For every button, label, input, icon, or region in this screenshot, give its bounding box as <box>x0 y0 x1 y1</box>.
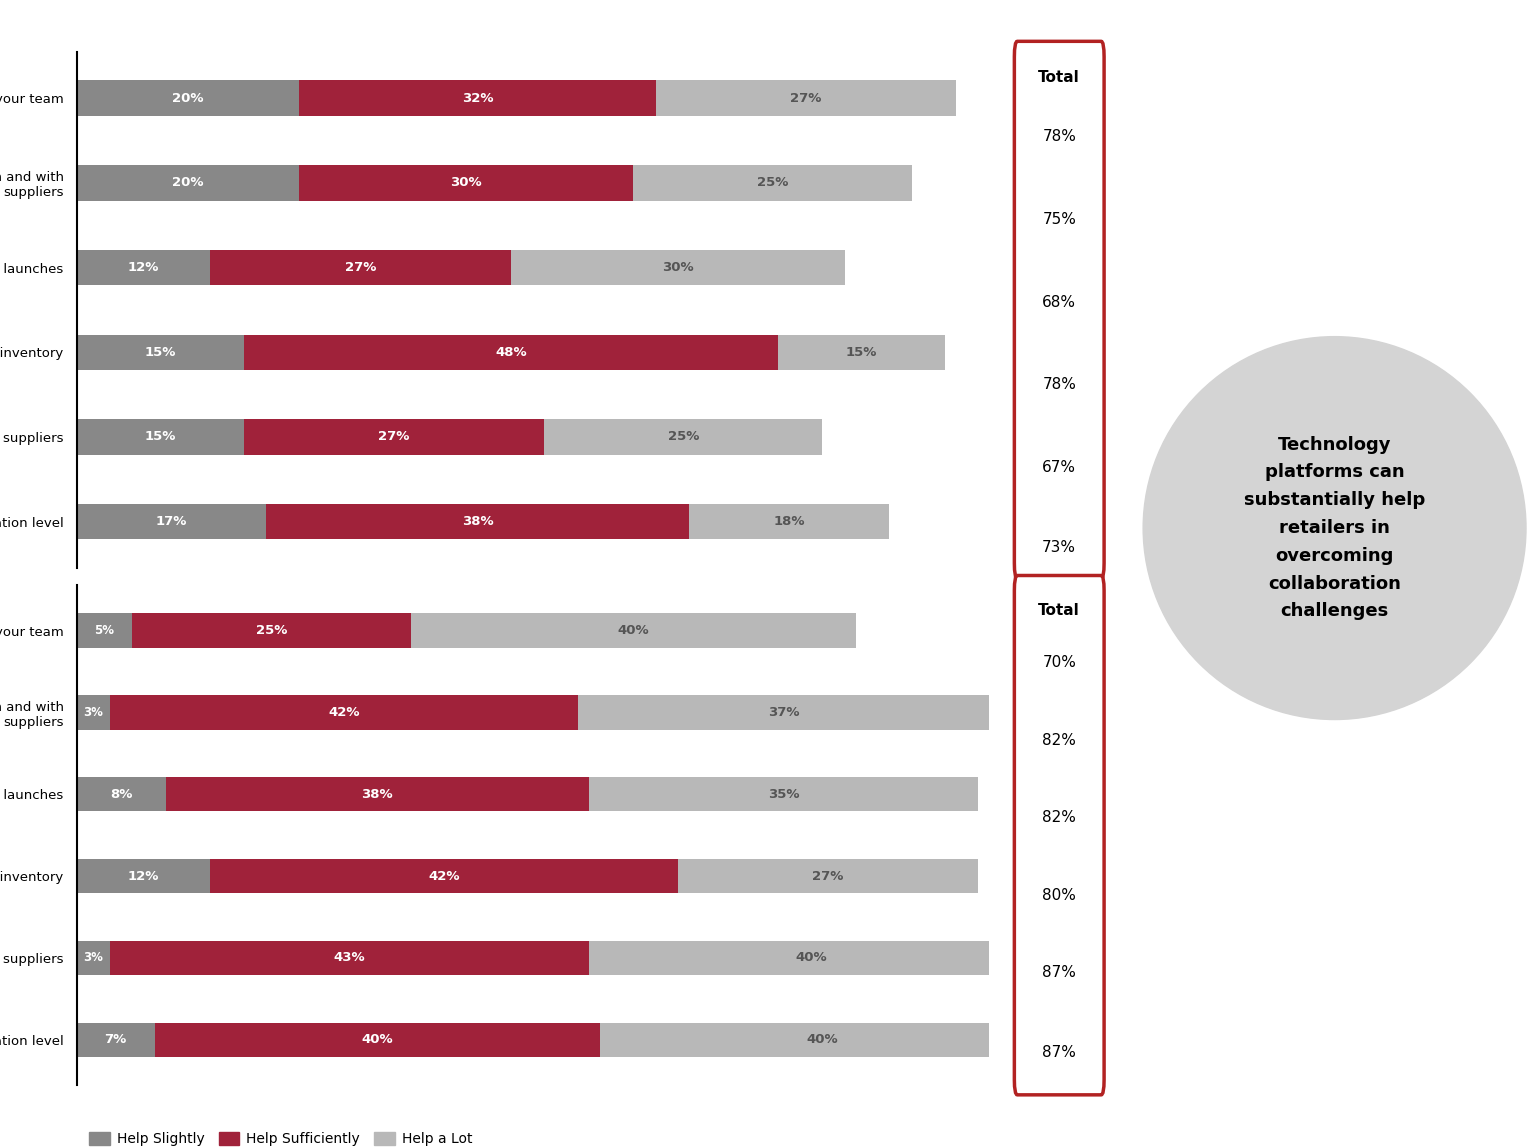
Text: Total: Total <box>1039 70 1080 85</box>
Text: 35%: 35% <box>767 788 799 801</box>
Bar <box>244 334 778 370</box>
Text: 27%: 27% <box>379 430 410 443</box>
Bar <box>166 777 589 812</box>
Bar <box>589 777 979 812</box>
Text: 38%: 38% <box>462 515 494 528</box>
Text: 25%: 25% <box>756 177 788 189</box>
Bar <box>77 334 244 370</box>
Text: 20%: 20% <box>172 92 204 104</box>
Bar <box>110 940 589 975</box>
Text: 3%: 3% <box>83 706 103 719</box>
Text: 15%: 15% <box>845 346 877 359</box>
Bar <box>77 80 299 116</box>
Legend: Slightly Challenged, Challenged, Challenged to a Great Degree: Slightly Challenged, Challenged, Challen… <box>84 606 627 631</box>
Bar <box>634 165 911 201</box>
Bar <box>545 419 822 455</box>
Text: 37%: 37% <box>767 706 799 719</box>
Text: 73%: 73% <box>1042 540 1077 556</box>
Bar <box>589 940 1034 975</box>
Text: 30%: 30% <box>663 261 693 274</box>
Bar <box>299 80 655 116</box>
Text: 80%: 80% <box>1042 887 1077 902</box>
Text: 67%: 67% <box>1042 460 1077 475</box>
Bar <box>77 419 244 455</box>
Text: 42%: 42% <box>428 869 460 883</box>
Text: 43%: 43% <box>333 952 365 964</box>
Text: 15%: 15% <box>144 430 176 443</box>
Bar <box>77 859 210 893</box>
FancyBboxPatch shape <box>1014 575 1104 1095</box>
Text: 18%: 18% <box>773 515 805 528</box>
Text: 25%: 25% <box>256 625 287 637</box>
Bar <box>600 1023 1045 1057</box>
Text: 8%: 8% <box>110 788 132 801</box>
Text: Total: Total <box>1039 603 1080 618</box>
Bar <box>155 1023 600 1057</box>
Circle shape <box>1143 336 1526 720</box>
Text: 82%: 82% <box>1042 732 1077 747</box>
Bar <box>77 1023 155 1057</box>
Bar <box>77 696 110 730</box>
FancyBboxPatch shape <box>1014 41 1104 579</box>
Text: 7%: 7% <box>104 1033 127 1046</box>
Text: 87%: 87% <box>1042 965 1077 980</box>
Text: 40%: 40% <box>796 952 827 964</box>
Bar <box>77 777 166 812</box>
Text: 87%: 87% <box>1042 1045 1077 1060</box>
Bar <box>210 859 678 893</box>
Text: 70%: 70% <box>1042 656 1077 670</box>
Text: 42%: 42% <box>328 706 359 719</box>
Text: 40%: 40% <box>362 1033 393 1046</box>
Bar <box>77 165 299 201</box>
Text: 20%: 20% <box>172 177 204 189</box>
Bar <box>77 940 110 975</box>
Text: 27%: 27% <box>345 261 376 274</box>
Text: Technology
platforms can
substantially help
retailers in
overcoming
collaboratio: Technology platforms can substantially h… <box>1244 436 1425 620</box>
Text: 68%: 68% <box>1042 295 1077 310</box>
Bar <box>678 859 979 893</box>
Bar <box>578 696 989 730</box>
Text: 17%: 17% <box>155 515 187 528</box>
Bar <box>689 504 890 540</box>
Text: 78%: 78% <box>1042 130 1077 145</box>
Text: 25%: 25% <box>667 430 700 443</box>
Legend: Help Slightly, Help Sufficiently, Help a Lot: Help Slightly, Help Sufficiently, Help a… <box>84 1126 479 1148</box>
Text: 27%: 27% <box>790 92 822 104</box>
Text: 40%: 40% <box>617 625 649 637</box>
Bar <box>132 613 411 647</box>
Text: 78%: 78% <box>1042 378 1077 393</box>
Bar <box>244 419 545 455</box>
Bar <box>110 696 578 730</box>
Text: 12%: 12% <box>127 261 160 274</box>
Bar <box>210 250 511 286</box>
Text: 12%: 12% <box>127 869 160 883</box>
Bar <box>655 80 956 116</box>
Text: 5%: 5% <box>95 625 115 637</box>
Bar <box>411 613 856 647</box>
Bar <box>77 504 265 540</box>
Text: 30%: 30% <box>451 177 482 189</box>
Text: 3%: 3% <box>83 952 103 964</box>
Bar <box>77 250 210 286</box>
Text: 15%: 15% <box>144 346 176 359</box>
Bar <box>511 250 845 286</box>
Text: 40%: 40% <box>807 1033 838 1046</box>
Bar <box>299 165 634 201</box>
Text: 48%: 48% <box>495 346 526 359</box>
Text: 75%: 75% <box>1042 212 1077 227</box>
Text: 32%: 32% <box>462 92 492 104</box>
Bar <box>77 613 132 647</box>
Bar <box>265 504 689 540</box>
Text: 38%: 38% <box>362 788 393 801</box>
Text: 27%: 27% <box>813 869 844 883</box>
Bar <box>778 334 945 370</box>
Text: 82%: 82% <box>1042 810 1077 825</box>
